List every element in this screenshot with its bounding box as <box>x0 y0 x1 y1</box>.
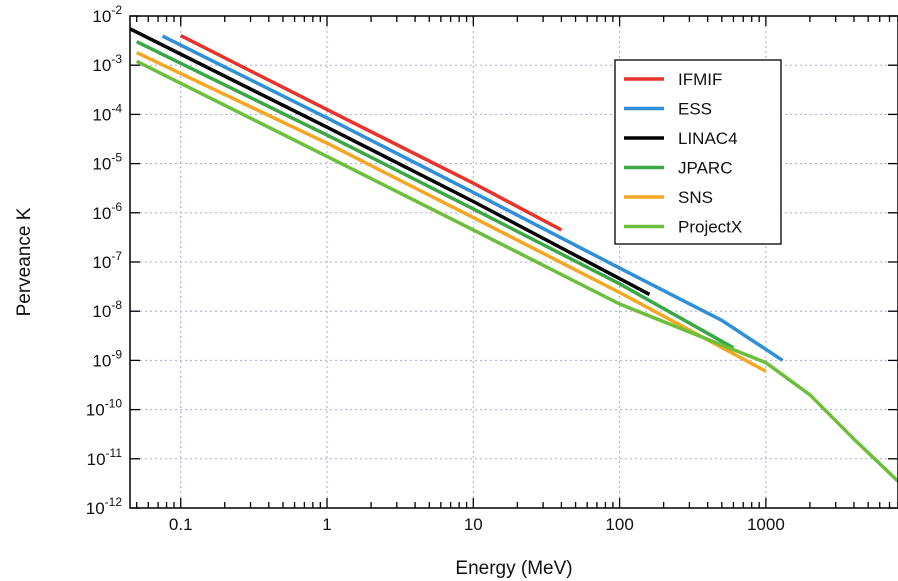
y-tick-base: 10 <box>92 155 111 174</box>
y-tick-exponent: -10 <box>105 397 123 411</box>
legend: IFMIF ESS LINAC4 JPARC SNS ProjectX <box>614 59 782 245</box>
y-tick-base: 10 <box>92 105 111 124</box>
y-tick-exponent: -6 <box>111 200 122 214</box>
y-tick-label: 10-7 <box>92 249 122 272</box>
y-tick-label: 10-2 <box>92 3 122 26</box>
x-tick-label: 10 <box>464 515 483 534</box>
series-line-ifmif <box>179 34 563 232</box>
y-tick-base: 10 <box>92 7 111 26</box>
y-tick-label: 10-9 <box>92 347 122 370</box>
series-lines <box>129 27 898 483</box>
legend-label-jparc: JPARC <box>678 159 732 178</box>
y-tick-exponent: -9 <box>111 347 122 361</box>
x-tick-label: 100 <box>605 515 633 534</box>
x-tick-label: 1 <box>322 515 331 534</box>
y-tick-base: 10 <box>92 253 111 272</box>
y-tick-base: 10 <box>92 56 111 75</box>
y-axis-title: Perveance K <box>14 207 35 316</box>
y-tick-base: 10 <box>87 450 106 469</box>
y-tick-exponent: -7 <box>111 249 122 263</box>
y-tick-exponent: -11 <box>106 446 123 460</box>
legend-label-ifmif: IFMIF <box>678 70 722 89</box>
y-tick-label: 10-8 <box>92 298 122 321</box>
y-tick-exponent: -5 <box>111 151 122 165</box>
x-tick-label: 0.1 <box>169 515 193 534</box>
y-tick-exponent: -3 <box>111 52 122 66</box>
plot-frame <box>129 15 898 509</box>
y-tick-exponent: -4 <box>111 101 122 115</box>
series-line-ess <box>161 34 784 362</box>
y-tick-exponent: -2 <box>111 3 122 17</box>
y-tick-label: 10-12 <box>86 495 123 518</box>
x-axis-title: Energy (MeV) <box>455 558 572 579</box>
y-tick-label: 10-4 <box>92 101 122 124</box>
series-line-linac4 <box>129 27 651 296</box>
y-tick-base: 10 <box>92 351 111 370</box>
series-line-jparc <box>135 40 735 350</box>
series-line-projectx <box>135 59 898 483</box>
y-tick-base: 10 <box>86 499 105 518</box>
y-tick-label: 10-5 <box>92 151 122 174</box>
grid <box>130 16 898 508</box>
y-tick-exponent: -8 <box>111 298 122 312</box>
legend-box <box>614 59 782 245</box>
legend-label-linac4: LINAC4 <box>678 129 738 148</box>
legend-label-projectx: ProjectX <box>678 218 742 237</box>
legend-label-sns: SNS <box>678 188 713 207</box>
y-tick-label: 10-11 <box>87 446 123 469</box>
y-tick-label: 10-6 <box>92 200 122 223</box>
y-tick-base: 10 <box>92 204 111 223</box>
x-tick-label: 1000 <box>747 515 785 534</box>
series-line-sns <box>135 51 767 373</box>
y-tick-exponent: -12 <box>105 495 123 509</box>
x-tick-labels: 0.1 1 10 100 1000 <box>169 515 785 534</box>
y-tick-labels: 10-1210-1110-1010-910-810-710-610-510-41… <box>86 3 123 518</box>
y-tick-label: 10-10 <box>86 397 123 420</box>
y-tick-label: 10-3 <box>92 52 122 75</box>
y-tick-base: 10 <box>92 302 111 321</box>
y-tick-base: 10 <box>86 401 105 420</box>
legend-label-ess: ESS <box>678 100 712 119</box>
